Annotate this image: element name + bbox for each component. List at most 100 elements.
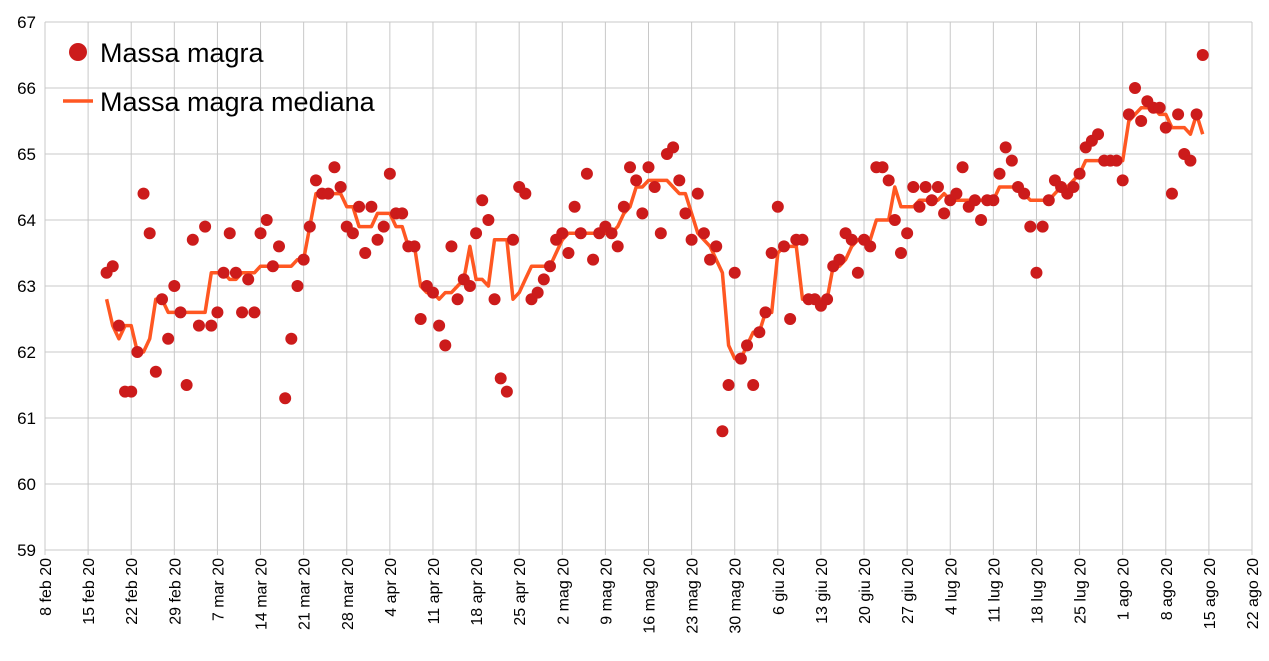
data-point [864, 240, 877, 253]
data-point [162, 332, 175, 345]
data-point [568, 200, 581, 213]
data-point [353, 200, 366, 213]
data-point [1036, 220, 1049, 233]
data-point [273, 240, 286, 253]
y-tick-label: 65 [17, 145, 36, 164]
x-tick-label: 22 ago 20 [1245, 558, 1262, 629]
data-point [968, 194, 981, 207]
legend-label-line: Massa magra mediana [100, 87, 376, 117]
data-point [710, 240, 723, 253]
data-point [266, 260, 279, 273]
data-point [759, 306, 772, 319]
data-point [919, 181, 932, 193]
data-point [741, 339, 754, 352]
x-tick-label: 8 ago 20 [1159, 558, 1176, 620]
data-point [697, 227, 710, 240]
data-point [716, 425, 729, 438]
data-point [285, 332, 298, 345]
data-point [463, 280, 476, 292]
y-axis-ticks: 59 60 61 62 63 64 65 66 67 [17, 13, 36, 560]
data-point [611, 240, 624, 253]
data-point [777, 240, 790, 253]
legend: Massa magra Massa magra mediana [63, 38, 376, 117]
data-point [229, 266, 242, 279]
data-point [359, 247, 372, 259]
y-tick-label: 62 [17, 343, 36, 362]
data-point [704, 253, 717, 266]
data-point [753, 326, 766, 339]
x-tick-label: 6 giu 20 [771, 558, 788, 615]
data-point [950, 187, 963, 200]
data-point [999, 141, 1012, 154]
data-point [433, 319, 446, 332]
data-point [987, 194, 1000, 207]
x-tick-label: 18 lug 20 [1029, 558, 1046, 624]
data-point [242, 273, 255, 286]
data-point [236, 306, 249, 319]
data-point [722, 379, 735, 391]
data-point [907, 181, 920, 193]
data-point [426, 286, 439, 299]
data-point [223, 227, 236, 240]
legend-label-points: Massa magra [100, 38, 265, 68]
x-tick-label: 25 lug 20 [1073, 558, 1090, 624]
data-point [254, 227, 267, 240]
y-tick-label: 59 [17, 541, 36, 560]
y-tick-label: 60 [17, 475, 36, 494]
data-point [587, 253, 600, 266]
data-point [1073, 167, 1086, 180]
data-point [322, 187, 335, 200]
data-point [1190, 108, 1203, 121]
data-point [519, 187, 532, 200]
data-point [673, 174, 686, 187]
x-tick-label: 21 mar 20 [297, 558, 314, 630]
data-point [531, 286, 544, 299]
data-point [309, 174, 322, 187]
data-point [303, 220, 316, 233]
data-point [605, 227, 618, 240]
x-tick-label: 27 giu 20 [900, 558, 917, 624]
median-series-line [104, 106, 1205, 361]
x-axis-ticks: 8 feb 20 15 feb 20 22 feb 20 29 feb 20 7 mar… [38, 558, 1262, 634]
data-point [851, 266, 864, 279]
data-point [845, 233, 858, 246]
data-point [470, 227, 483, 240]
data-point [821, 293, 834, 306]
data-point [562, 247, 575, 259]
data-point [734, 352, 747, 365]
data-point [494, 372, 507, 385]
data-points [100, 49, 1209, 438]
data-point [913, 200, 926, 213]
data-point [833, 253, 846, 266]
data-point [125, 385, 138, 398]
data-point [334, 181, 347, 193]
data-point [975, 214, 988, 226]
x-tick-label: 15 feb 20 [81, 558, 98, 625]
x-tick-label: 1 ago 20 [1116, 558, 1133, 620]
data-point [131, 346, 144, 358]
x-tick-label: 28 mar 20 [340, 558, 357, 630]
x-tick-label: 22 feb 20 [124, 558, 141, 625]
data-point [654, 227, 667, 240]
data-point [297, 253, 310, 266]
data-point [648, 181, 661, 193]
data-point [1024, 220, 1037, 233]
data-point [1042, 194, 1055, 207]
data-point [617, 200, 630, 213]
data-point [328, 161, 341, 174]
data-point [1135, 115, 1148, 127]
data-point [747, 379, 760, 391]
data-point [1153, 101, 1166, 114]
data-point [180, 379, 193, 391]
data-point [938, 207, 951, 220]
x-tick-label: 4 lug 20 [943, 558, 960, 615]
data-point [507, 233, 520, 246]
x-tick-label: 30 mag 20 [728, 558, 745, 634]
data-point [956, 161, 969, 174]
x-tick-label: 8 feb 20 [38, 558, 55, 616]
data-point [445, 240, 458, 253]
data-point [192, 319, 205, 332]
x-tick-label: 29 feb 20 [167, 558, 184, 625]
data-point [556, 227, 569, 240]
